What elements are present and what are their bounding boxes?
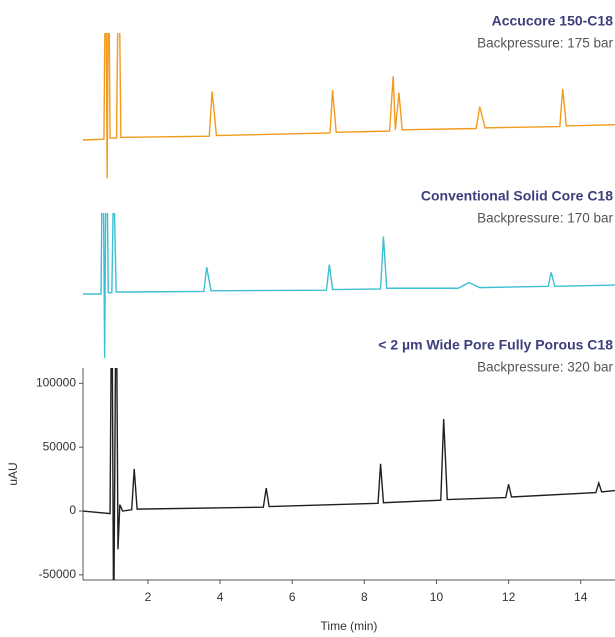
- trace-line: [83, 213, 615, 358]
- x-axis-label: Time (min): [321, 619, 378, 633]
- y-tick-label: 100000: [36, 375, 76, 389]
- trace-title: < 2 µm Wide Pore Fully Porous C18: [378, 337, 613, 353]
- trace-line: [83, 33, 615, 179]
- trace-subtitle: Backpressure: 175 bar: [477, 36, 613, 51]
- y-tick-label: 0: [69, 503, 76, 517]
- x-tick-label: 14: [574, 590, 588, 604]
- trace-subtitle: Backpressure: 320 bar: [477, 360, 613, 375]
- y-axis-label: uAU: [6, 462, 20, 485]
- y-tick-label: 50000: [43, 439, 77, 453]
- y-tick-label: -50000: [39, 567, 77, 581]
- x-tick-label: 4: [217, 590, 224, 604]
- trace-title: Accucore 150-C18: [492, 13, 614, 29]
- x-tick-label: 8: [361, 590, 368, 604]
- trace-subtitle: Backpressure: 170 bar: [477, 211, 613, 226]
- x-tick-label: 12: [502, 590, 516, 604]
- x-tick-label: 10: [430, 590, 444, 604]
- trace-line: [83, 368, 615, 580]
- x-tick-label: 2: [145, 590, 152, 604]
- x-tick-label: 6: [289, 590, 296, 604]
- trace-title: Conventional Solid Core C18: [421, 188, 613, 204]
